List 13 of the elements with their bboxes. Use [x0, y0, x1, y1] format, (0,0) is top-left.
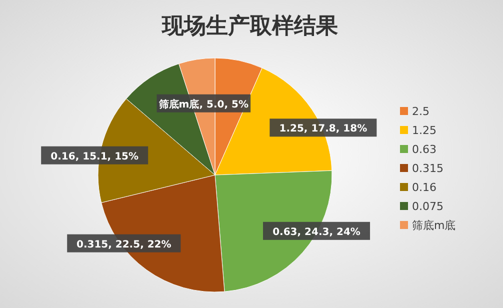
slice-label: 0.63 [412, 143, 436, 156]
data-label: 0.315, 22.5, 22% [76, 239, 172, 250]
legend-label: 1.25 [412, 124, 436, 137]
data-label: 0.16, 15.1, 15% [50, 151, 139, 162]
chart-title: 现场生产取样结果 [161, 13, 339, 39]
legend-label: 2.5 [412, 105, 430, 118]
data-label: 0.63, 24.3, 24% [272, 226, 360, 238]
legend-label: 0.16 [412, 181, 436, 194]
legend-label: 0.315 [412, 162, 444, 175]
data-label: 筛底m底, 5.0, 5% [158, 98, 248, 110]
legend-label: 0.075 [412, 200, 444, 213]
data-label: 1.25, 17.8, 18% [279, 124, 368, 135]
legend-label: 筛底m底 [412, 219, 456, 232]
